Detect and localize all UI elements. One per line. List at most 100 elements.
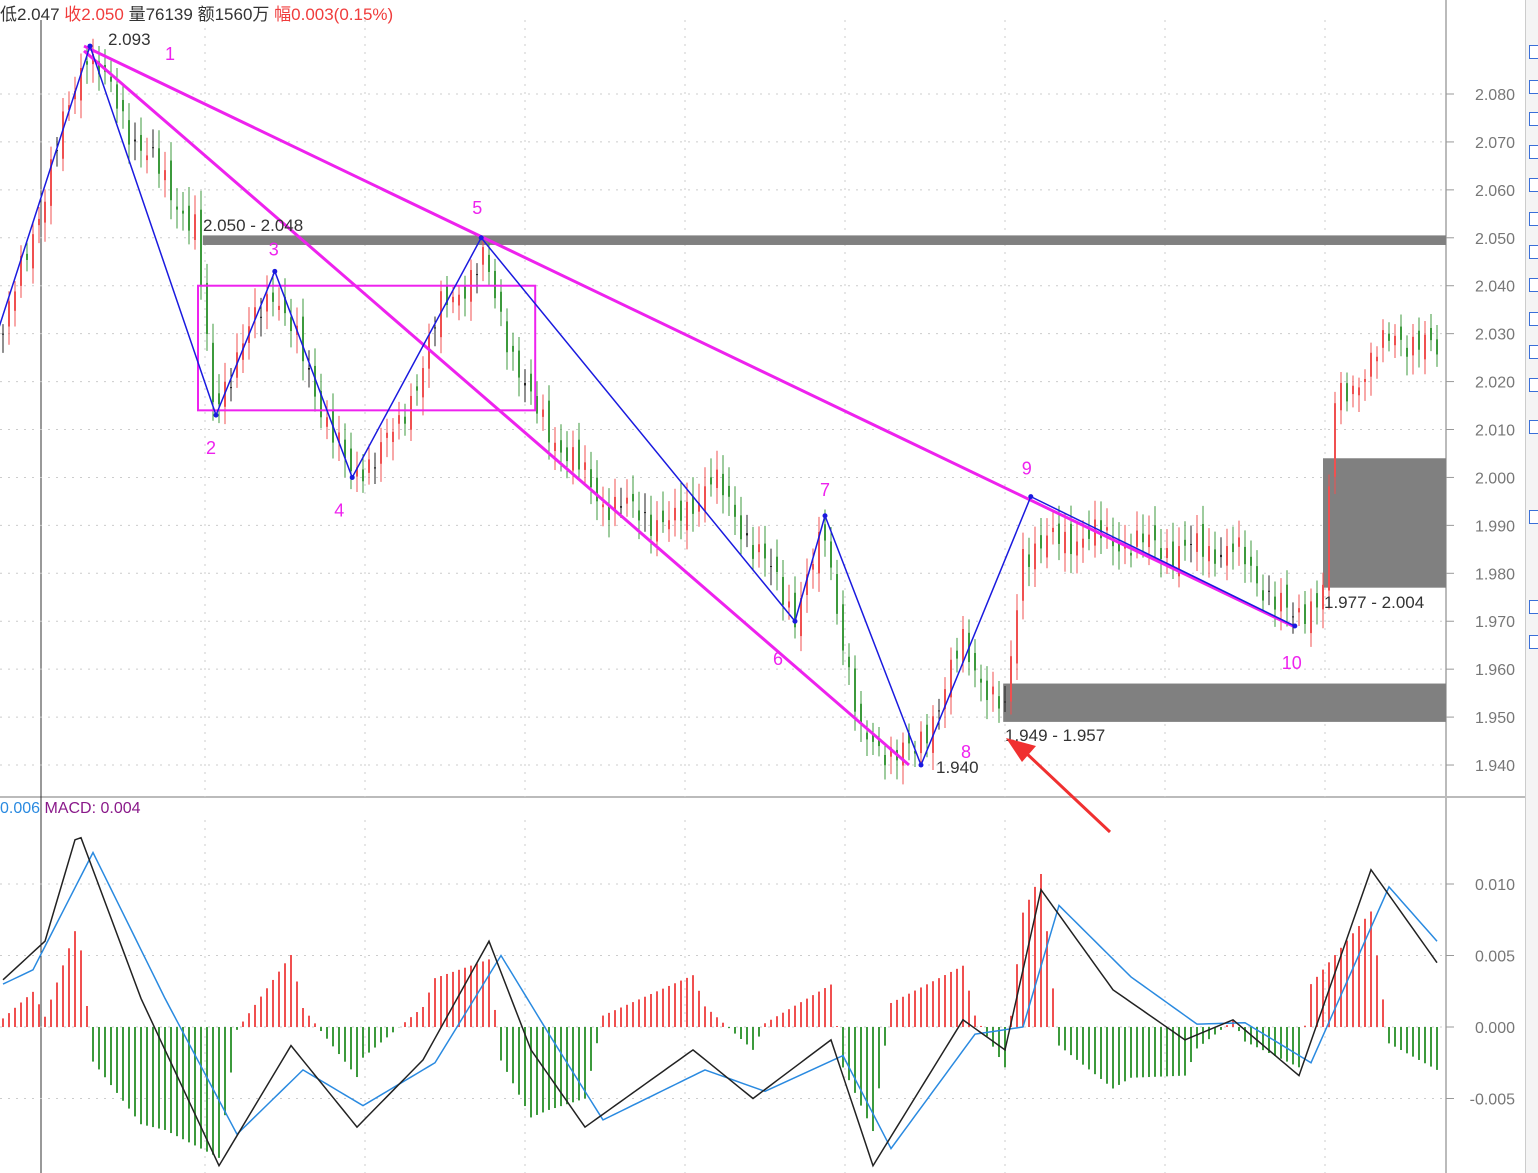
candle-body: [1070, 523, 1072, 555]
candle-body: [1184, 539, 1186, 546]
wave-label: 2: [206, 438, 216, 458]
candle-body: [794, 592, 796, 628]
candle-body: [962, 629, 964, 663]
candle-body: [878, 738, 880, 747]
wave-pivot: [1028, 494, 1034, 500]
trendline: [83, 44, 1294, 628]
wave-pivot: [918, 762, 924, 768]
y-tick-label: 2.020: [1475, 375, 1515, 392]
candle-body: [86, 61, 88, 65]
candle-body: [800, 598, 802, 637]
candle-body: [1016, 610, 1018, 664]
candle-body: [1256, 566, 1258, 584]
candle-body: [1394, 335, 1396, 346]
toolbar-button[interactable]: [1529, 312, 1538, 326]
toolbar-button[interactable]: [1529, 345, 1538, 359]
candle-body: [626, 497, 628, 504]
candle-body: [650, 514, 652, 536]
consolidation-box: [197, 284, 537, 412]
wave-label: 3: [269, 239, 279, 259]
candle-body: [734, 504, 736, 517]
zigzag-line: [0, 43, 1296, 768]
candle-body: [830, 541, 832, 568]
price-zone: [1003, 683, 1446, 722]
toolbar-button[interactable]: [1529, 112, 1538, 126]
toolbar-button[interactable]: [1529, 635, 1538, 649]
candle-body: [1166, 548, 1168, 559]
toolbar-button[interactable]: [1529, 278, 1538, 292]
candle-body: [668, 520, 670, 530]
candle-body: [404, 416, 406, 424]
candle-body: [1400, 326, 1402, 340]
toolbar-button[interactable]: [1529, 212, 1538, 226]
candle-body: [152, 147, 154, 149]
candle-body: [1358, 387, 1360, 396]
candle-body: [866, 732, 868, 740]
candle-body: [80, 67, 82, 101]
wave-pivot: [822, 513, 828, 519]
macd-tick-label: 0.000: [1475, 1020, 1515, 1037]
y-tick-label: 2.050: [1475, 231, 1515, 248]
candle-body: [1064, 531, 1066, 554]
candle-body: [1262, 590, 1264, 601]
zone-label: 1.949 - 1.957: [1005, 726, 1105, 745]
candle-body: [608, 506, 610, 521]
candle-body: [506, 321, 508, 353]
y-tick-label: 2.030: [1475, 327, 1515, 344]
y-tick-label: 2.080: [1475, 87, 1515, 104]
toolbar-button[interactable]: [1529, 510, 1538, 524]
candle-body: [716, 469, 718, 488]
candle-body: [1112, 536, 1114, 547]
candle-body: [926, 724, 928, 744]
candle-body: [992, 686, 994, 695]
candle-body: [662, 510, 664, 523]
y-tick-label: 1.960: [1475, 662, 1515, 679]
candle-body: [128, 120, 130, 145]
candle-body: [530, 373, 532, 392]
candle-body: [1220, 554, 1222, 558]
candle-body: [560, 440, 562, 453]
y-tick-label: 2.000: [1475, 470, 1515, 487]
candle-body: [356, 467, 358, 477]
candle-body: [386, 432, 388, 438]
candle-body: [554, 442, 556, 452]
candle-body: [218, 393, 220, 405]
candle-body: [1196, 533, 1198, 552]
wave-label: 9: [1022, 459, 1032, 479]
candle-body: [1304, 604, 1306, 624]
candle-body: [1022, 549, 1024, 601]
toolbar-button[interactable]: [1529, 45, 1538, 59]
toolbar-button[interactable]: [1529, 178, 1538, 192]
toolbar-button[interactable]: [1529, 378, 1538, 392]
candle-body: [212, 342, 214, 402]
y-tick-label: 2.060: [1475, 183, 1515, 200]
y-tick-label: 2.070: [1475, 135, 1515, 152]
macd-tick-label: -0.005: [1470, 1092, 1515, 1109]
wave-label: 8: [961, 742, 971, 762]
candle-body: [260, 316, 262, 318]
toolbar-button[interactable]: [1529, 145, 1538, 159]
candle-body: [176, 206, 178, 210]
candle-body: [1328, 486, 1330, 591]
candle-body: [1034, 543, 1036, 570]
toolbar-button[interactable]: [1529, 245, 1538, 259]
candle-body: [350, 448, 352, 472]
candle-body: [998, 696, 1000, 709]
candle-body: [1214, 549, 1216, 564]
candle-body: [140, 134, 142, 151]
zone-label: 2.050 - 2.048: [203, 216, 303, 235]
toolbar-button[interactable]: [1529, 80, 1538, 94]
candle-body: [872, 734, 874, 742]
toolbar-button[interactable]: [1529, 600, 1538, 614]
candle-body: [188, 205, 190, 231]
candle-body: [428, 334, 430, 369]
toolbar-button[interactable]: [1529, 420, 1538, 434]
candle-body: [890, 747, 892, 757]
candle-body: [986, 680, 988, 701]
candle-body: [1286, 584, 1288, 608]
candle-body: [464, 285, 466, 299]
candle-body: [854, 668, 856, 712]
candle-body: [566, 447, 568, 462]
candle-body: [392, 431, 394, 443]
candle-body: [284, 296, 286, 314]
